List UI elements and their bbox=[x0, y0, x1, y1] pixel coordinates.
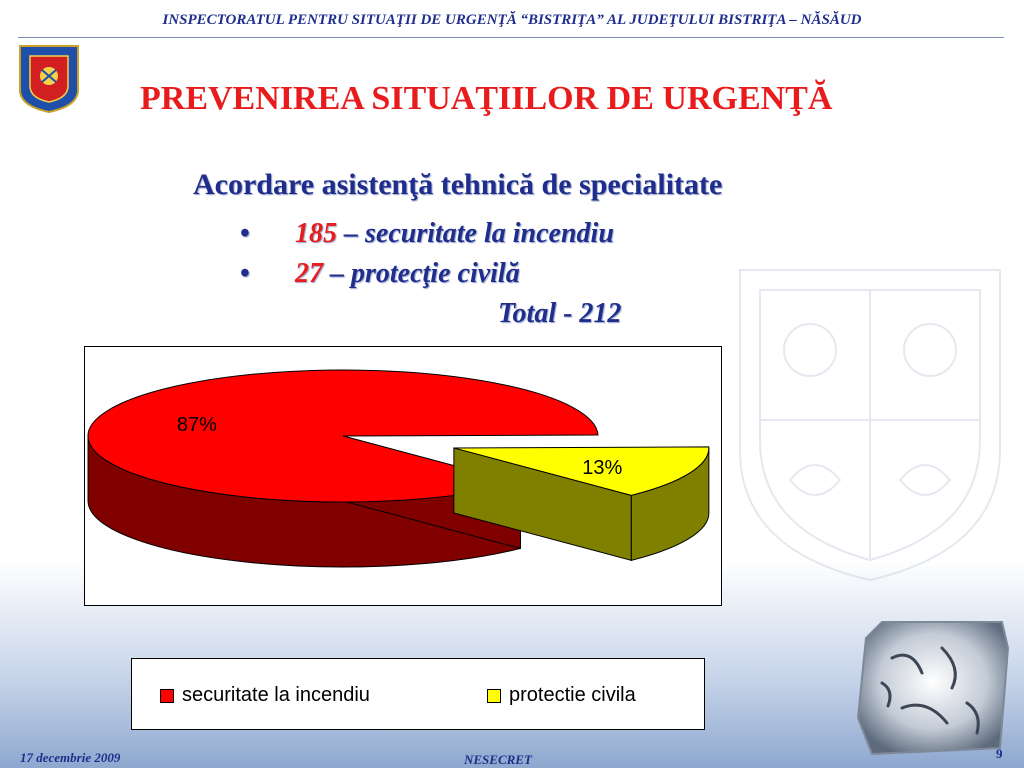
total-label: Total - 212 bbox=[498, 298, 622, 329]
list-item: • 185 – securitate la incendiu bbox=[240, 218, 614, 250]
pie-slice bbox=[453, 446, 710, 496]
footer-date: 17 decembrie 2009 bbox=[20, 750, 121, 765]
page-title: PREVENIREA SITUAŢIILOR DE URGENŢĂ bbox=[140, 80, 833, 117]
data-label: 87% bbox=[177, 414, 217, 436]
chart-legend: securitate la incendiu protectie civila bbox=[131, 658, 705, 730]
pie-chart: 87% 13% bbox=[87, 369, 710, 568]
legend-label: securitate la incendiu bbox=[182, 684, 370, 706]
legend-item: securitate la incendiu bbox=[160, 684, 370, 707]
coat-of-arms-watermark bbox=[739, 269, 1001, 582]
data-label: 13% bbox=[582, 457, 622, 479]
bullet-number: 185 bbox=[295, 218, 337, 249]
legend-swatch bbox=[160, 688, 174, 703]
decorative-texture-icon bbox=[856, 621, 1010, 756]
legend-swatch bbox=[487, 688, 501, 703]
page-number: 9 bbox=[996, 746, 1003, 761]
header-divider bbox=[18, 37, 1004, 38]
coat-of-arms-icon bbox=[19, 45, 79, 114]
bullet-marker: • bbox=[240, 218, 250, 249]
header-title: INSPECTORATUL PENTRU SITUAŢII DE URGENŢĂ… bbox=[162, 12, 862, 28]
legend-label: protectie civila bbox=[509, 684, 636, 706]
bullet-text: – protecţie civilă bbox=[323, 258, 520, 289]
bullet-text: – securitate la incendiu bbox=[337, 218, 614, 249]
chart-area: 87% 13% bbox=[84, 346, 722, 606]
bullet-marker: • bbox=[240, 258, 250, 289]
legend-item: protectie civila bbox=[487, 684, 636, 707]
footer-classification: NESECRET bbox=[464, 752, 532, 767]
pie-slice bbox=[87, 369, 599, 503]
section-heading: Acordare asistenţă tehnică de specialita… bbox=[193, 168, 723, 201]
list-item: • 27 – protecţie civilă bbox=[240, 258, 520, 290]
bullet-number: 27 bbox=[295, 258, 323, 289]
